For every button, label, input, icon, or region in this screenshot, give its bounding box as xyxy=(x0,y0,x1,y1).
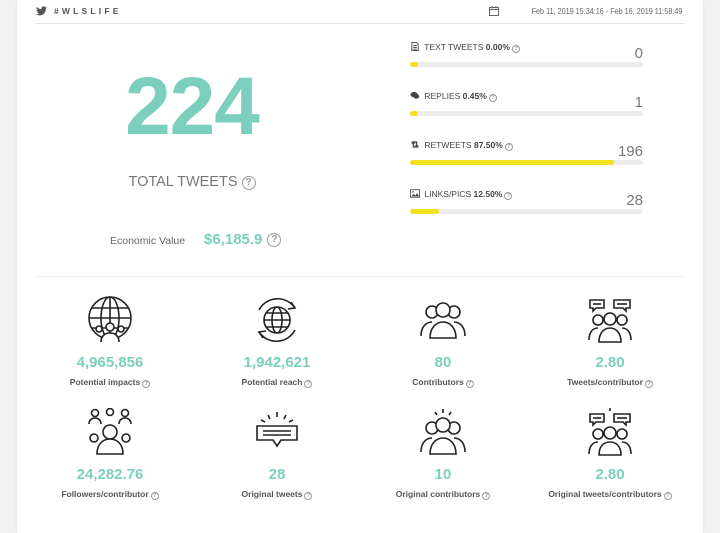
metric-label: Original tweets/contributors? xyxy=(530,489,690,500)
total-tweets-label: TOTAL TWEETS? xyxy=(92,174,292,190)
date-range-text: Feb 11, 2019 15:34:16 - Feb 16, 2019 11:… xyxy=(531,6,682,16)
globe-refresh-icon xyxy=(257,297,297,343)
stat-percent: 0.00% xyxy=(485,42,510,52)
hashtag-title: #WLSLIFE xyxy=(54,6,122,16)
stat-progress-fill xyxy=(410,111,419,116)
help-icon[interactable]: ? xyxy=(482,491,491,500)
metric-potential-reach: 1,942,621 Potential reach? xyxy=(197,296,357,388)
metric-value: 80 xyxy=(434,354,452,371)
help-icon[interactable]: ? xyxy=(465,379,474,388)
metric-label: Contributors? xyxy=(363,377,523,388)
metric-value: 2.80 xyxy=(595,466,625,483)
group-chat-highlight-icon xyxy=(588,408,632,456)
group-icon xyxy=(420,302,466,339)
total-tweets-count: 224 xyxy=(125,61,260,152)
group-highlight-icon xyxy=(420,409,466,455)
metric-tweets-per-contributor: 2.80 Tweets/contributor? xyxy=(530,296,690,388)
metric-label: Original tweets? xyxy=(197,489,357,500)
stat-progress-track xyxy=(410,160,643,165)
stat-progress-fill xyxy=(410,209,440,214)
help-icon[interactable]: ? xyxy=(511,44,520,53)
date-range[interactable]: Feb 11, 2019 15:34:16 - Feb 16, 2019 11:… xyxy=(488,6,682,16)
document-icon xyxy=(411,42,419,51)
calendar-icon xyxy=(488,6,499,16)
stat-count: 1 xyxy=(634,94,643,111)
metric-original-tweets-per-contributor: 2.80 Original tweets/contributors? xyxy=(530,408,690,500)
metric-value: 10 xyxy=(434,466,452,483)
metric-value: 2.80 xyxy=(595,354,625,371)
twitter-icon[interactable] xyxy=(36,6,47,16)
stat-percent: 87.50% xyxy=(473,140,503,150)
stat-percent: 0.45% xyxy=(462,91,487,101)
help-icon[interactable]: ? xyxy=(663,491,672,500)
metric-label: Potential reach? xyxy=(197,377,357,388)
image-icon xyxy=(410,189,420,198)
metric-label: Tweets/contributor? xyxy=(530,377,690,388)
metric-contributors: 80 Contributors? xyxy=(363,296,523,388)
help-icon[interactable]: ? xyxy=(504,142,513,151)
metric-value: 24,282.76 xyxy=(76,466,144,483)
stat-links-pics: LINKS/PICS 12.50%? 28 xyxy=(410,189,643,229)
metric-value: 28 xyxy=(268,466,286,483)
stat-label: RETWEETS xyxy=(424,140,472,150)
divider xyxy=(35,276,685,277)
metric-value: 1,942,621 xyxy=(243,354,311,371)
metric-label: Original contributors? xyxy=(363,489,523,500)
help-icon[interactable]: ? xyxy=(150,491,159,500)
header-bar: #WLSLIFE Feb 11, 2019 15:34:16 - Feb 16,… xyxy=(35,0,685,24)
metric-label: Potential impacts? xyxy=(30,377,190,388)
stat-count: 0 xyxy=(634,45,643,62)
stat-text-tweets: TEXT TWEETS 0.00%? 0 xyxy=(410,42,643,82)
help-icon[interactable]: ? xyxy=(488,93,497,102)
metric-original-tweets: 28 Original tweets? xyxy=(197,408,357,500)
stat-progress-fill xyxy=(410,160,614,165)
dashboard-card xyxy=(17,0,703,533)
stat-progress-track xyxy=(410,62,643,67)
metric-potential-impacts: 4,965,856 Potential impacts? xyxy=(30,296,190,388)
help-icon[interactable]: ? xyxy=(142,379,151,388)
help-icon[interactable]: ? xyxy=(267,233,282,247)
economic-value: $6,185.9? xyxy=(204,231,282,248)
economic-value-label: Economic Value xyxy=(110,235,186,247)
retweet-icon xyxy=(411,141,419,148)
stat-label: TEXT TWEETS xyxy=(424,42,484,52)
help-icon[interactable]: ? xyxy=(304,379,313,388)
help-icon[interactable]: ? xyxy=(304,491,313,500)
metric-label: Followers/contributor? xyxy=(30,489,190,500)
stat-label: LINKS/PICS xyxy=(424,189,472,199)
stat-label: REPLIES xyxy=(424,91,461,101)
group-chat-icon xyxy=(588,299,632,343)
help-icon[interactable]: ? xyxy=(241,176,256,190)
stat-count: 28 xyxy=(626,192,643,209)
metric-original-contributors: 10 Original contributors? xyxy=(363,408,523,500)
comments-icon xyxy=(410,91,420,99)
original-tweet-icon xyxy=(256,412,298,448)
help-icon[interactable]: ? xyxy=(644,379,653,388)
stat-progress-track xyxy=(410,111,643,116)
stat-count: 196 xyxy=(617,143,643,160)
stat-retweets: RETWEETS 87.50%? 196 xyxy=(410,140,643,180)
metric-followers-per-contributor: 24,282.76 Followers/contributor? xyxy=(30,408,190,500)
globe-people-icon xyxy=(88,296,132,343)
metric-value: 4,965,856 xyxy=(76,354,144,371)
stat-replies: REPLIES 0.45%? 1 xyxy=(410,91,643,131)
help-icon[interactable]: ? xyxy=(504,191,513,200)
stat-progress-fill xyxy=(410,62,419,67)
followers-icon xyxy=(88,408,132,455)
stat-percent: 12.50% xyxy=(473,189,503,199)
stat-progress-track xyxy=(410,209,643,214)
